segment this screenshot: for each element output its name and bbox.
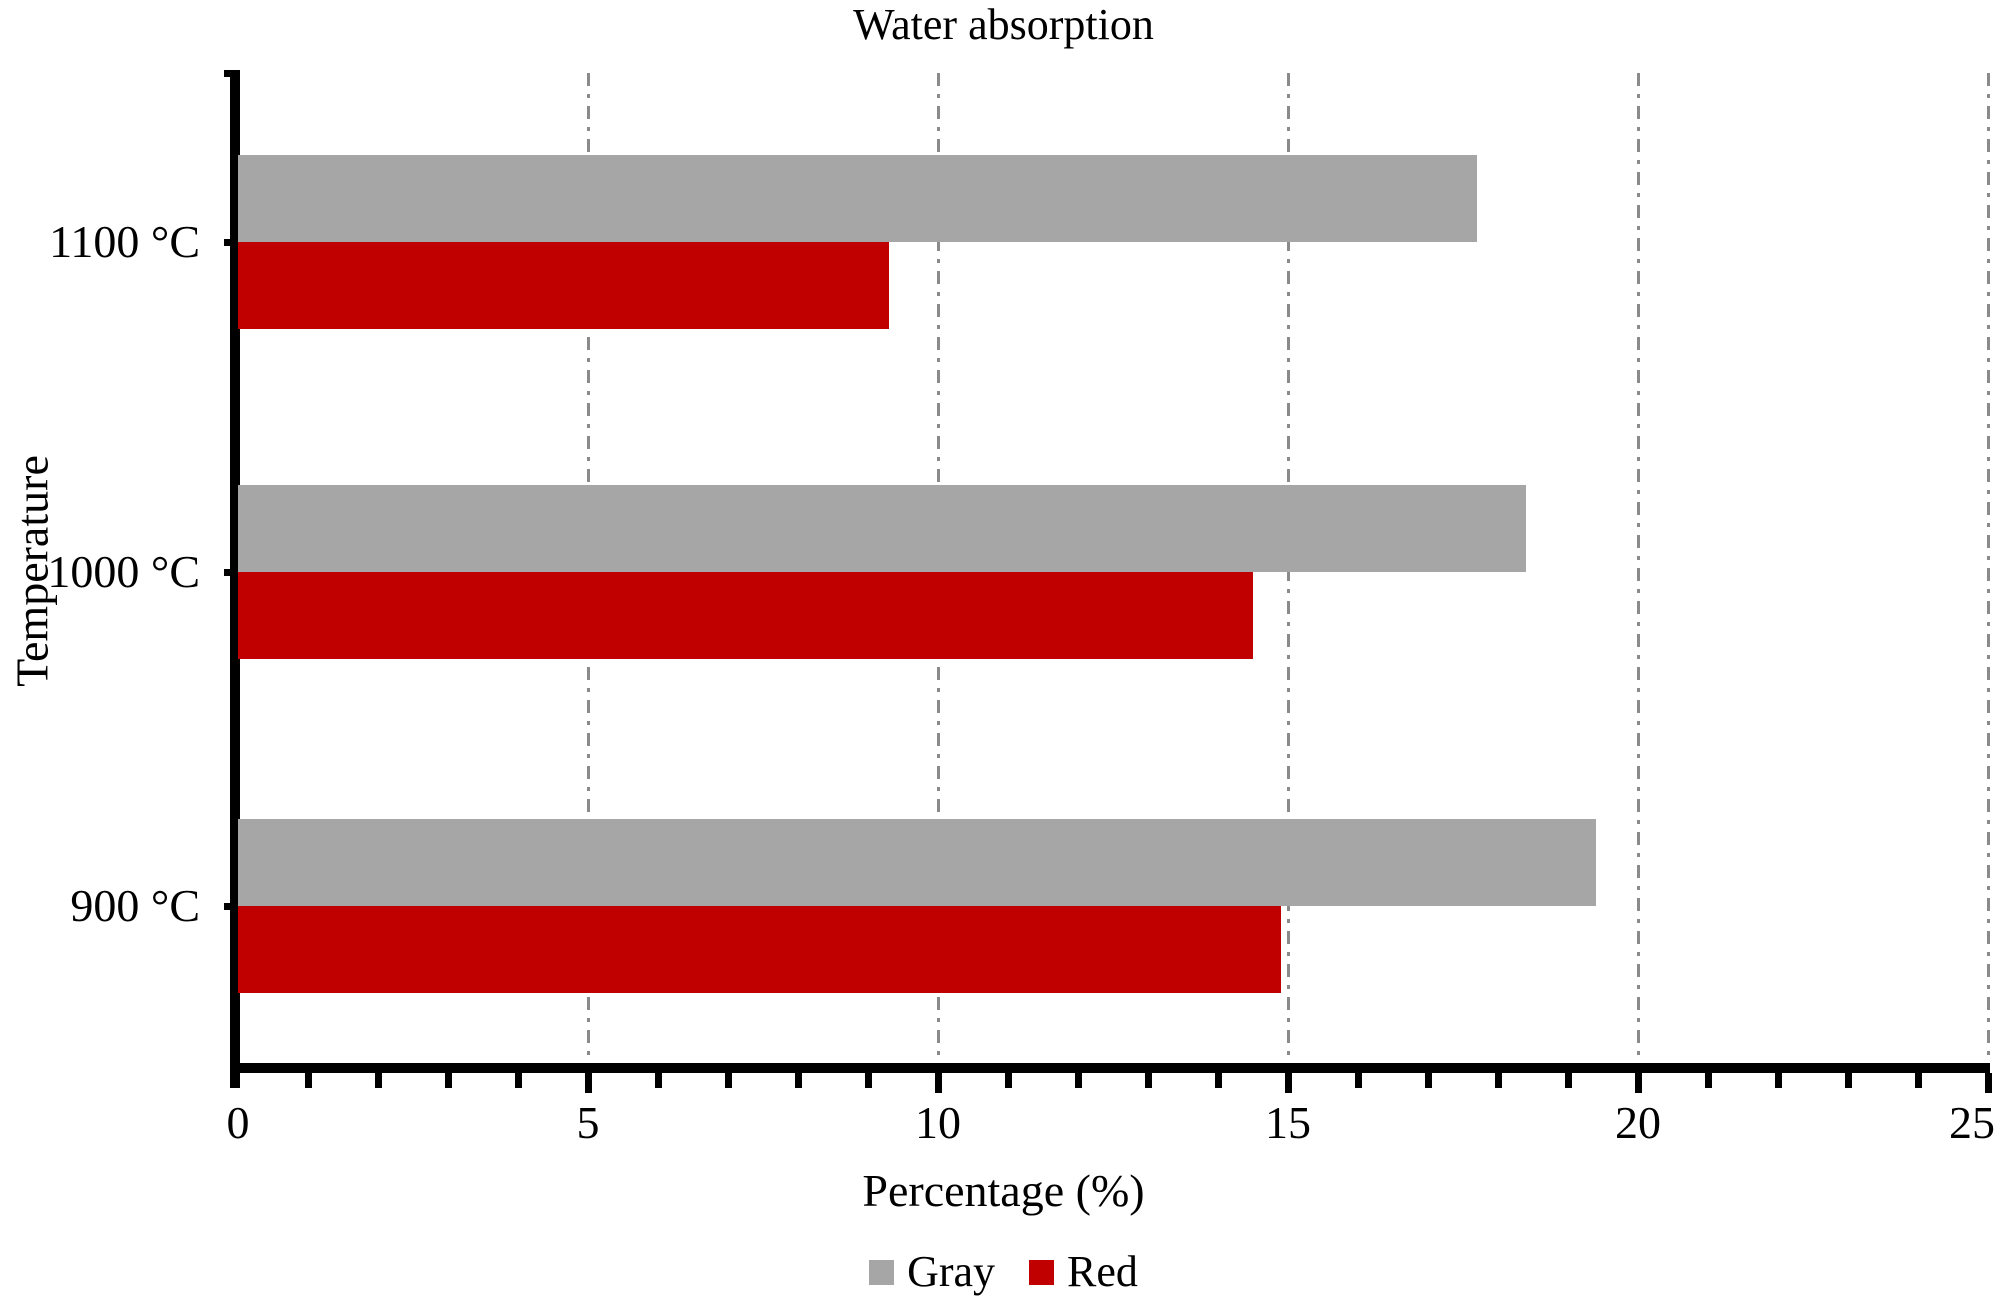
y-tick-1100-c — [224, 239, 238, 246]
chart-title: Water absorption — [853, 0, 1154, 49]
x-tick-15 — [1284, 1073, 1292, 1093]
gridline-25 — [1986, 73, 1990, 1063]
legend-item-red: Red — [1029, 1246, 1138, 1298]
x-minor-tick-17 — [1424, 1073, 1432, 1088]
legend-swatch-red — [1029, 1259, 1055, 1285]
bar-red-1100-c — [238, 242, 889, 329]
x-minor-tick-1 — [304, 1073, 312, 1088]
x-minor-tick-3 — [444, 1073, 452, 1088]
legend-label-gray: Gray — [907, 1247, 996, 1296]
x-minor-tick-9 — [864, 1073, 872, 1088]
x-minor-tick-18 — [1494, 1073, 1502, 1088]
x-minor-tick-22 — [1774, 1073, 1782, 1088]
legend-item-gray: Gray — [869, 1246, 995, 1298]
x-minor-tick-8 — [794, 1073, 802, 1088]
x-minor-tick-11 — [1004, 1073, 1012, 1088]
gridline-20 — [1636, 73, 1640, 1063]
x-minor-tick-14 — [1214, 1073, 1222, 1088]
x-minor-tick-12 — [1074, 1073, 1082, 1088]
x-tick-10 — [934, 1073, 942, 1093]
x-minor-tick-16 — [1354, 1073, 1362, 1088]
y-axis-line — [230, 70, 240, 1088]
x-minor-tick-2 — [374, 1073, 382, 1088]
x-minor-tick-13 — [1144, 1073, 1152, 1088]
legend-label-red: Red — [1067, 1247, 1138, 1296]
bar-gray-900-c — [238, 819, 1596, 906]
bar-gray-1100-c — [238, 155, 1477, 242]
x-tick-20 — [1634, 1073, 1642, 1093]
x-minor-tick-24 — [1914, 1073, 1922, 1088]
x-tick-25 — [1984, 1073, 1992, 1093]
legend-swatch-gray — [869, 1259, 895, 1285]
x-tick-label-0: 0 — [226, 1097, 250, 1148]
category-label-1000-c: 1000 °C — [47, 546, 200, 597]
x-minor-tick-19 — [1564, 1073, 1572, 1088]
y-tick-1000-c — [224, 569, 238, 576]
bar-red-900-c — [238, 906, 1281, 993]
y-axis-top-tick — [224, 70, 238, 77]
x-axis-line — [230, 1063, 1990, 1073]
x-minor-tick-6 — [654, 1073, 662, 1088]
plot-area — [238, 73, 1990, 1063]
x-axis-title: Percentage (%) — [862, 1165, 1145, 1216]
bar-red-1000-c — [238, 572, 1253, 659]
x-tick-label-20: 20 — [1615, 1097, 1661, 1148]
x-minor-tick-4 — [514, 1073, 522, 1088]
x-minor-tick-7 — [724, 1073, 732, 1088]
x-tick-label-15: 15 — [1265, 1097, 1311, 1148]
x-minor-tick-21 — [1704, 1073, 1712, 1088]
x-tick-label-5: 5 — [576, 1097, 600, 1148]
x-tick-label-25: 25 — [1949, 1097, 1995, 1148]
x-minor-tick-23 — [1844, 1073, 1852, 1088]
bar-gray-1000-c — [238, 485, 1526, 572]
y-tick-900-c — [224, 903, 238, 910]
x-tick-5 — [584, 1073, 592, 1093]
category-label-900-c: 900 °C — [70, 880, 200, 931]
category-label-1100-c: 1100 °C — [49, 216, 200, 267]
x-tick-label-10: 10 — [915, 1097, 961, 1148]
legend: Gray Red — [0, 1246, 2007, 1298]
